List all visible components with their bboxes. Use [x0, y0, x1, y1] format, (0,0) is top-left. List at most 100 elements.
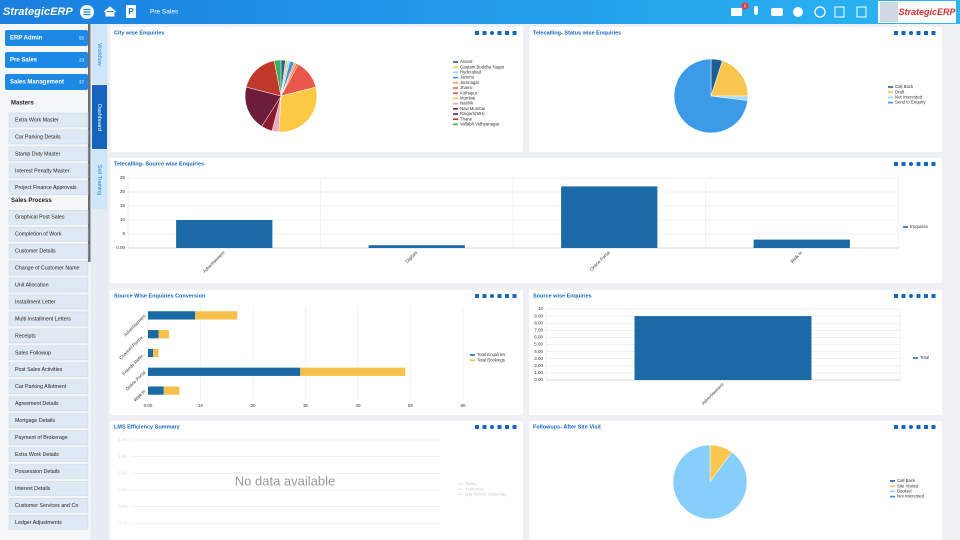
side-tab[interactable] — [92, 150, 107, 209]
toolbar-icon[interactable] — [931, 162, 936, 166]
menu-item[interactable] — [8, 311, 89, 327]
x-tick-label: 50 — [408, 403, 414, 408]
menu-item[interactable] — [8, 430, 89, 445]
menu-item[interactable] — [8, 328, 89, 344]
mic-icon[interactable] — [754, 6, 758, 15]
toolbar-icon[interactable] — [909, 162, 913, 166]
toolbar-icon[interactable] — [505, 31, 509, 35]
toolbar-icon[interactable] — [901, 162, 906, 166]
toolbar-icon[interactable] — [512, 294, 517, 298]
video-icon[interactable] — [771, 8, 783, 16]
toolbar-icon[interactable] — [497, 425, 502, 429]
toolbar-icon[interactable] — [482, 31, 487, 35]
menu-item[interactable] — [8, 210, 89, 225]
toolbar-icon[interactable] — [909, 31, 913, 35]
toolbar-icon[interactable] — [497, 294, 502, 298]
menu-item[interactable] — [8, 498, 89, 513]
y-tick-label: 10 — [538, 306, 544, 311]
legend-label: Booked — [897, 489, 912, 494]
window-icon[interactable] — [856, 6, 867, 18]
legend-swatch — [453, 61, 458, 63]
section-title: Masters — [11, 101, 34, 107]
toolbar-icon[interactable] — [482, 425, 487, 429]
side-tab[interactable] — [92, 24, 107, 84]
toolbar-icon[interactable] — [901, 425, 906, 429]
toolbar-icon[interactable] — [475, 294, 479, 298]
side-tab[interactable] — [92, 85, 107, 149]
toolbar-icon[interactable] — [894, 31, 898, 35]
toolbar-icon[interactable] — [505, 425, 509, 429]
toolbar-icon[interactable] — [916, 31, 921, 35]
menu-item[interactable] — [8, 180, 89, 196]
toolbar-icon[interactable] — [916, 162, 921, 166]
menu-item[interactable] — [8, 396, 89, 411]
y-tick-label: 6.00 — [534, 335, 543, 340]
module-button[interactable] — [5, 30, 88, 46]
menu-item[interactable] — [8, 260, 89, 276]
chart-icon[interactable] — [793, 7, 803, 17]
toolbar-icon[interactable] — [497, 31, 502, 35]
menu-item[interactable] — [8, 112, 89, 128]
toolbar-icon[interactable] — [894, 162, 898, 166]
mail-icon[interactable] — [731, 8, 742, 16]
toolbar-icon[interactable] — [924, 162, 928, 166]
bar — [634, 316, 812, 380]
toolbar-icon[interactable] — [916, 294, 921, 298]
toolbar-icon[interactable] — [931, 31, 936, 35]
home-icon[interactable] — [103, 6, 117, 17]
menu-item[interactable] — [8, 481, 89, 496]
module-count: 55 — [79, 36, 85, 41]
legend-swatch — [888, 96, 893, 99]
y-tick-label: 5 — [122, 231, 125, 236]
toolbar-icon[interactable] — [931, 294, 936, 298]
bar-segment — [148, 386, 164, 395]
menu-item[interactable] — [8, 294, 89, 310]
toolbar-icon[interactable] — [482, 294, 487, 298]
avatar[interactable] — [880, 2, 898, 22]
toolbar-icon[interactable] — [931, 425, 936, 429]
p-icon[interactable] — [126, 5, 136, 18]
toolbar-icon[interactable] — [924, 425, 928, 429]
toolbar-icon[interactable] — [924, 294, 928, 298]
legend-swatch — [453, 71, 458, 74]
module-button[interactable] — [5, 74, 88, 90]
module-button[interactable] — [5, 52, 88, 68]
legend-label: Nashik — [460, 101, 474, 106]
breadcrumb[interactable]: Pre Sales — [150, 9, 179, 16]
toolbar-icon[interactable] — [894, 425, 898, 429]
menu-item[interactable] — [8, 277, 89, 293]
toolbar-icon[interactable] — [505, 294, 509, 298]
toolbar-icon[interactable] — [924, 31, 928, 35]
menu-item[interactable] — [8, 447, 89, 462]
menu-item[interactable] — [8, 515, 89, 530]
menu-item[interactable] — [8, 129, 89, 145]
menu-item[interactable] — [8, 464, 89, 479]
module-name: Sales Management — [10, 80, 64, 86]
toolbar-icon[interactable] — [901, 31, 906, 35]
toolbar-icon[interactable] — [475, 425, 479, 429]
toolbar-icon[interactable] — [490, 31, 494, 35]
toolbar-icon[interactable] — [894, 294, 898, 298]
help-icon[interactable] — [814, 6, 826, 18]
toolbar-icon[interactable] — [475, 31, 479, 35]
calc-icon[interactable] — [834, 6, 845, 18]
toolbar-icon[interactable] — [490, 425, 494, 429]
toolbar-icon[interactable] — [909, 294, 913, 298]
menu-item[interactable] — [8, 226, 89, 242]
menu-item[interactable] — [8, 146, 89, 162]
menu-item[interactable] — [8, 163, 89, 179]
toolbar-icon[interactable] — [909, 425, 913, 429]
mail-badge-dot — [741, 2, 749, 10]
toolbar-icon[interactable] — [916, 425, 921, 429]
menu-item[interactable] — [8, 379, 89, 394]
logo[interactable]: StrategicERP — [3, 6, 73, 18]
toolbar-icon[interactable] — [512, 31, 517, 35]
toolbar-icon[interactable] — [490, 294, 494, 298]
menu-item-label: Extra Work Master — [15, 117, 59, 123]
toolbar-icon[interactable] — [901, 294, 906, 298]
menu-item[interactable] — [8, 413, 89, 428]
toolbar-icon[interactable] — [512, 425, 517, 429]
menu-item[interactable] — [8, 345, 89, 361]
menu-item[interactable] — [8, 243, 89, 259]
menu-item[interactable] — [8, 362, 89, 378]
